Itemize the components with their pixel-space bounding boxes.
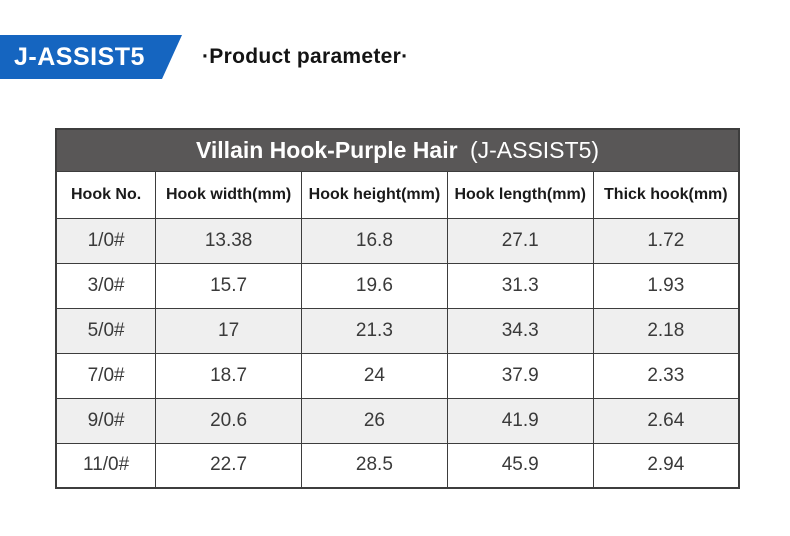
table-cell: 24	[301, 352, 448, 399]
section-title: ·Product parameter·	[202, 45, 409, 68]
table-cell: 19.6	[301, 262, 448, 309]
header-bar: J-ASSIST5 ·Product parameter·	[0, 35, 408, 79]
table-cell: 2.64	[592, 397, 740, 444]
table-row: 5/0# 17 21.3 34.3 2.18	[55, 307, 740, 354]
column-header-hook-width: Hook width(mm)	[155, 170, 303, 219]
table-title-main: Villain Hook-Purple Hair	[195, 136, 458, 163]
table-cell-hook-no: 3/0#	[55, 262, 157, 309]
table-cell: 2.94	[592, 442, 740, 489]
table-title-row: Villain Hook-Purple Hair (J-ASSIST5)	[55, 128, 740, 172]
table-cell: 26	[301, 397, 448, 444]
table-cell-hook-no: 7/0#	[55, 352, 157, 399]
table-cell: 28.5	[301, 442, 448, 489]
column-header-thick-hook: Thick hook(mm)	[592, 170, 740, 219]
table-cell: 37.9	[446, 352, 594, 399]
table-title-suffix: (J-ASSIST5)	[469, 136, 600, 163]
column-header-hook-no: Hook No.	[55, 170, 157, 219]
table-cell: 17	[155, 307, 303, 354]
table-row: 1/0# 13.38 16.8 27.1 1.72	[55, 217, 740, 264]
column-header-hook-length: Hook length(mm)	[446, 170, 594, 219]
table-row: 11/0# 22.7 28.5 45.9 2.94	[55, 442, 740, 489]
table-cell: 21.3	[301, 307, 448, 354]
brand-badge: J-ASSIST5	[0, 35, 182, 79]
table-cell-hook-no: 11/0#	[55, 442, 157, 489]
table-title: Villain Hook-Purple Hair (J-ASSIST5)	[55, 128, 740, 172]
brand-badge-label: J-ASSIST5	[14, 42, 145, 71]
column-header-hook-height: Hook height(mm)	[301, 170, 448, 219]
table-cell-hook-no: 1/0#	[55, 217, 157, 264]
table-cell: 31.3	[446, 262, 594, 309]
table-row: 3/0# 15.7 19.6 31.3 1.93	[55, 262, 740, 309]
table-cell-hook-no: 5/0#	[55, 307, 157, 354]
table-cell-hook-no: 9/0#	[55, 397, 157, 444]
table-cell: 1.93	[592, 262, 740, 309]
table-cell: 18.7	[155, 352, 303, 399]
table-cell: 27.1	[446, 217, 594, 264]
table-cell: 41.9	[446, 397, 594, 444]
table-cell: 34.3	[446, 307, 594, 354]
table-cell: 2.33	[592, 352, 740, 399]
table-row: 9/0# 20.6 26 41.9 2.64	[55, 397, 740, 444]
table-cell: 13.38	[155, 217, 303, 264]
column-header-row: Hook No. Hook width(mm) Hook height(mm) …	[55, 170, 740, 219]
table-cell: 2.18	[592, 307, 740, 354]
table-cell: 16.8	[301, 217, 448, 264]
table-row: 7/0# 18.7 24 37.9 2.33	[55, 352, 740, 399]
spec-table: Villain Hook-Purple Hair (J-ASSIST5) Hoo…	[55, 128, 740, 489]
product-parameter-table: Villain Hook-Purple Hair (J-ASSIST5) Hoo…	[55, 128, 740, 489]
table-cell: 20.6	[155, 397, 303, 444]
table-cell: 15.7	[155, 262, 303, 309]
table-cell: 22.7	[155, 442, 303, 489]
table-cell: 1.72	[592, 217, 740, 264]
table-cell: 45.9	[446, 442, 594, 489]
